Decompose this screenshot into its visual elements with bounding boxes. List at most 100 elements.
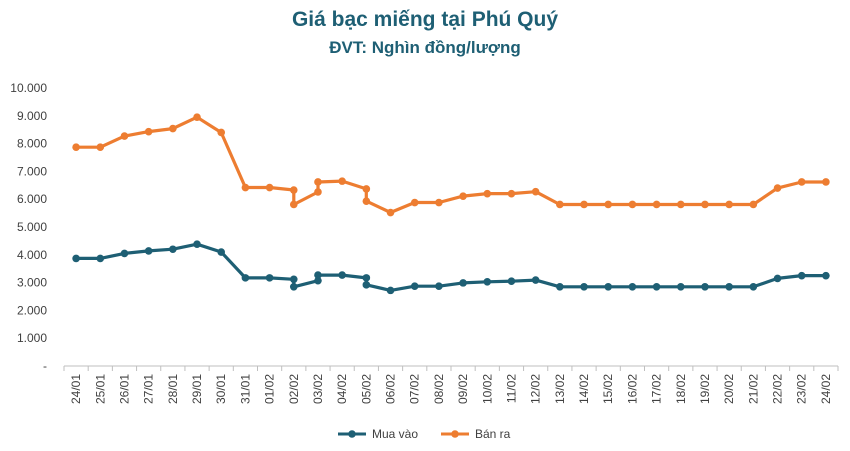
data-point: [773, 184, 782, 192]
data-point: [725, 282, 733, 291]
data-point: [483, 189, 492, 198]
legend-label: Mua vào: [372, 427, 418, 441]
data-point: [507, 277, 516, 286]
series-line-1: [74, 115, 828, 215]
data-point: [96, 143, 105, 152]
data-point: [749, 282, 758, 291]
chart-title: Giá bạc miếng tại Phú Quý: [291, 8, 559, 31]
data-point: [556, 200, 564, 209]
legend-label: Bán ra: [475, 427, 511, 441]
x-tick-label: 26/01: [117, 374, 131, 404]
data-point: [701, 282, 709, 291]
data-point: [628, 282, 637, 291]
x-tick-label: 23/02: [795, 374, 809, 404]
chart-subtitle: ĐVT: Nghìn đồng/lượng: [329, 38, 521, 57]
x-tick-label: 01/02: [263, 374, 277, 404]
data-point: [797, 271, 806, 280]
data-point: [289, 282, 298, 291]
y-tick-label: 6.000: [17, 192, 47, 206]
x-tick-label: 22/02: [771, 374, 785, 404]
data-point: [652, 282, 661, 291]
data-point: [314, 276, 322, 285]
x-tick-label: 24/01: [69, 374, 83, 404]
data-point: [362, 197, 371, 205]
data-point: [507, 189, 516, 198]
data-point: [241, 274, 250, 282]
x-tick-label: 16/02: [625, 374, 639, 404]
x-tick-label: 09/02: [456, 374, 470, 404]
data-point: [435, 198, 443, 207]
data-point: [289, 186, 298, 194]
x-tick-label: 28/01: [166, 374, 180, 404]
data-point: [362, 281, 371, 289]
data-point: [314, 188, 322, 196]
x-tick-label: 05/02: [359, 374, 373, 404]
data-point: [72, 254, 80, 263]
y-tick-label: 4.000: [17, 248, 47, 262]
data-point: [338, 177, 346, 185]
data-point: [459, 192, 467, 200]
data-point: [410, 282, 419, 291]
x-tick-label: 03/02: [311, 374, 325, 404]
y-tick-label: 9.000: [17, 109, 47, 123]
x-tick-label: 11/02: [504, 374, 518, 403]
x-tick-label: 07/02: [408, 374, 422, 404]
x-tick-label: 13/02: [553, 374, 567, 404]
legend-marker: [451, 430, 459, 438]
data-point: [265, 274, 274, 282]
data-point: [362, 274, 371, 282]
x-tick-label: 29/01: [190, 374, 204, 404]
data-point: [72, 143, 80, 152]
data-point: [193, 113, 201, 121]
x-tick-label: 30/01: [214, 374, 228, 404]
x-tick-label: 04/02: [335, 374, 349, 404]
x-tick-label: 15/02: [601, 374, 615, 404]
y-tick-label: 2.000: [17, 303, 47, 317]
data-point: [410, 198, 419, 207]
y-tick-label: 5.000: [17, 220, 47, 234]
data-point: [676, 200, 685, 209]
data-point: [169, 124, 177, 133]
data-point: [531, 187, 540, 196]
data-point: [822, 271, 830, 280]
data-point: [797, 178, 806, 186]
data-point: [435, 282, 443, 291]
data-point: [556, 282, 564, 291]
y-tick-label: 3.000: [17, 276, 47, 290]
y-tick-label: 10.000: [10, 81, 47, 95]
y-tick-label: 7.000: [17, 164, 47, 178]
data-point: [338, 271, 346, 279]
data-point: [120, 132, 129, 140]
data-point: [386, 286, 395, 295]
data-point: [483, 277, 492, 286]
x-tick-label: 12/02: [529, 374, 543, 404]
data-point: [193, 240, 201, 249]
data-point: [144, 247, 153, 255]
data-point: [580, 200, 588, 209]
data-point: [314, 271, 322, 279]
x-tick-label: 19/02: [698, 374, 712, 404]
data-point: [604, 200, 613, 209]
data-point: [628, 200, 637, 209]
data-point: [314, 178, 322, 186]
legend-marker: [348, 430, 356, 438]
data-point: [676, 282, 685, 291]
x-tick-label: 21/02: [746, 374, 760, 404]
y-tick-label: 1.000: [17, 331, 47, 345]
data-point: [822, 178, 830, 186]
data-point: [120, 249, 129, 258]
data-point: [289, 275, 298, 284]
data-point: [96, 254, 105, 263]
data-point: [749, 200, 758, 209]
x-tick-label: 08/02: [432, 374, 446, 404]
data-point: [386, 208, 395, 217]
data-point: [362, 185, 371, 193]
x-tick-label: 10/02: [480, 374, 494, 404]
data-point: [217, 248, 226, 256]
y-tick-label: -: [43, 359, 47, 373]
x-tick-label: 31/01: [238, 374, 252, 404]
x-tick-label: 20/02: [722, 374, 736, 404]
data-point: [169, 245, 177, 254]
x-tick-label: 17/02: [650, 374, 664, 404]
